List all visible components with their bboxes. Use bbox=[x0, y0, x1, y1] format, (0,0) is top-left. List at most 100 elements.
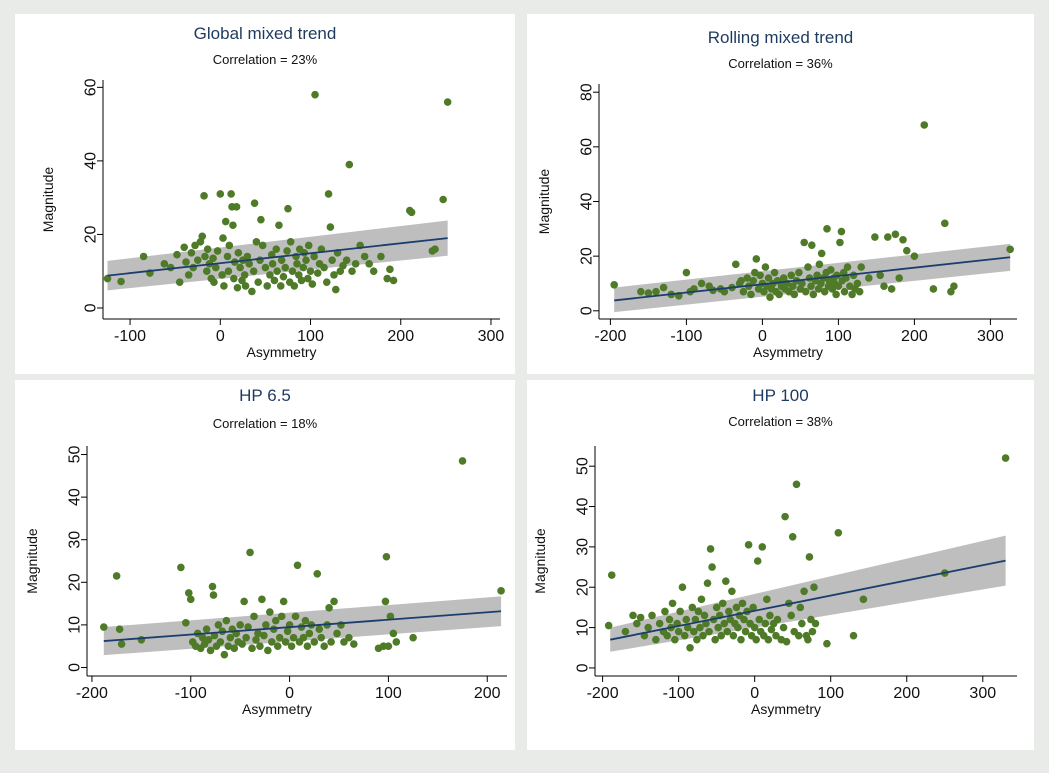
data-point bbox=[755, 615, 764, 624]
y-tick-label: 20 bbox=[579, 247, 596, 265]
data-point bbox=[326, 223, 335, 231]
data-point bbox=[697, 595, 706, 604]
data-point bbox=[761, 619, 770, 628]
data-point bbox=[382, 552, 391, 561]
x-tick-label: 200 bbox=[893, 685, 920, 702]
chart-panel-2: Rolling mixed trend Correlation = 36% 0 2… bbox=[527, 14, 1034, 374]
chart-subtitle: Correlation = 18% bbox=[212, 416, 318, 431]
data-point bbox=[801, 287, 810, 296]
data-point bbox=[244, 623, 252, 631]
x-tick-label: 100 bbox=[297, 328, 324, 345]
data-point bbox=[832, 290, 840, 299]
data-point bbox=[910, 252, 919, 260]
data-point bbox=[256, 256, 264, 264]
data-point bbox=[233, 283, 242, 292]
chart-panel-1: Global mixed trend Correlation = 23% 0 20… bbox=[15, 14, 515, 374]
data-point bbox=[115, 625, 124, 633]
data-point bbox=[752, 635, 760, 644]
x-tick-label: -100 bbox=[670, 328, 702, 345]
data-point bbox=[182, 618, 190, 627]
data-point bbox=[804, 263, 812, 271]
data-point bbox=[758, 543, 767, 551]
data-point bbox=[682, 268, 691, 277]
data-point bbox=[668, 599, 677, 608]
data-point bbox=[688, 603, 697, 612]
data-point bbox=[383, 274, 392, 283]
data-point bbox=[773, 615, 782, 624]
data-point bbox=[112, 572, 121, 580]
y-tick-label: 20 bbox=[575, 578, 592, 596]
x-tick-label: -200 bbox=[594, 328, 626, 345]
data-point bbox=[855, 287, 864, 296]
data-point bbox=[198, 232, 207, 241]
data-point bbox=[876, 271, 884, 280]
y-tick-label: 60 bbox=[579, 138, 596, 156]
data-point bbox=[663, 631, 672, 640]
data-point bbox=[800, 587, 808, 596]
data-point bbox=[827, 266, 835, 274]
fit-line bbox=[614, 256, 1011, 302]
chart-title: HP 6.5 bbox=[239, 386, 291, 405]
data-point bbox=[739, 287, 748, 296]
data-point bbox=[100, 623, 108, 631]
data-point bbox=[320, 263, 328, 272]
data-point bbox=[865, 274, 873, 282]
data-point bbox=[903, 246, 911, 255]
data-point bbox=[268, 260, 277, 268]
data-point bbox=[811, 619, 820, 628]
data-point bbox=[674, 627, 683, 636]
data-point bbox=[694, 607, 703, 616]
data-point bbox=[270, 276, 279, 285]
data-point bbox=[871, 233, 879, 241]
data-point bbox=[257, 215, 265, 224]
data-point bbox=[180, 243, 189, 252]
data-point bbox=[299, 633, 308, 642]
data-point bbox=[723, 627, 732, 636]
data-point bbox=[236, 621, 244, 629]
data-point bbox=[764, 274, 773, 282]
data-point bbox=[248, 644, 256, 653]
data-point bbox=[275, 221, 283, 230]
y-tick-label: 40 bbox=[579, 193, 596, 211]
y-tick-label: 10 bbox=[67, 616, 84, 634]
data-point bbox=[941, 219, 949, 228]
data-point bbox=[708, 563, 716, 571]
x-tick-label: 0 bbox=[285, 685, 294, 702]
data-point bbox=[272, 245, 281, 253]
data-point bbox=[782, 637, 791, 646]
data-point bbox=[929, 285, 938, 293]
data-point bbox=[208, 582, 217, 591]
data-point bbox=[187, 249, 196, 257]
data-point bbox=[747, 290, 755, 299]
data-point bbox=[705, 627, 713, 636]
data-point bbox=[220, 650, 229, 659]
data-point bbox=[189, 263, 198, 272]
chart-title: Rolling mixed trend bbox=[707, 28, 854, 47]
data-point bbox=[240, 597, 248, 606]
data-point bbox=[775, 290, 783, 299]
data-point bbox=[345, 633, 353, 642]
data-point bbox=[737, 276, 745, 285]
data-point bbox=[644, 623, 653, 632]
data-point bbox=[252, 237, 261, 246]
data-point bbox=[887, 285, 896, 293]
data-point bbox=[895, 274, 903, 282]
data-point bbox=[203, 245, 212, 253]
data-point bbox=[728, 587, 736, 596]
data-point bbox=[836, 238, 844, 247]
data-point bbox=[306, 267, 315, 275]
data-point bbox=[276, 282, 285, 290]
data-point bbox=[950, 282, 958, 291]
data-point bbox=[788, 532, 797, 541]
y-axis-title: Magnitude bbox=[532, 528, 548, 594]
data-point bbox=[798, 279, 806, 288]
data-point bbox=[224, 267, 233, 275]
data-point bbox=[327, 638, 335, 646]
data-point bbox=[250, 199, 259, 207]
data-point bbox=[288, 267, 297, 275]
data-point bbox=[637, 287, 645, 296]
chart-title: Global mixed trend bbox=[193, 24, 337, 43]
data-point bbox=[843, 263, 852, 271]
data-point bbox=[173, 250, 181, 259]
x-tick-label: -100 bbox=[175, 685, 207, 702]
